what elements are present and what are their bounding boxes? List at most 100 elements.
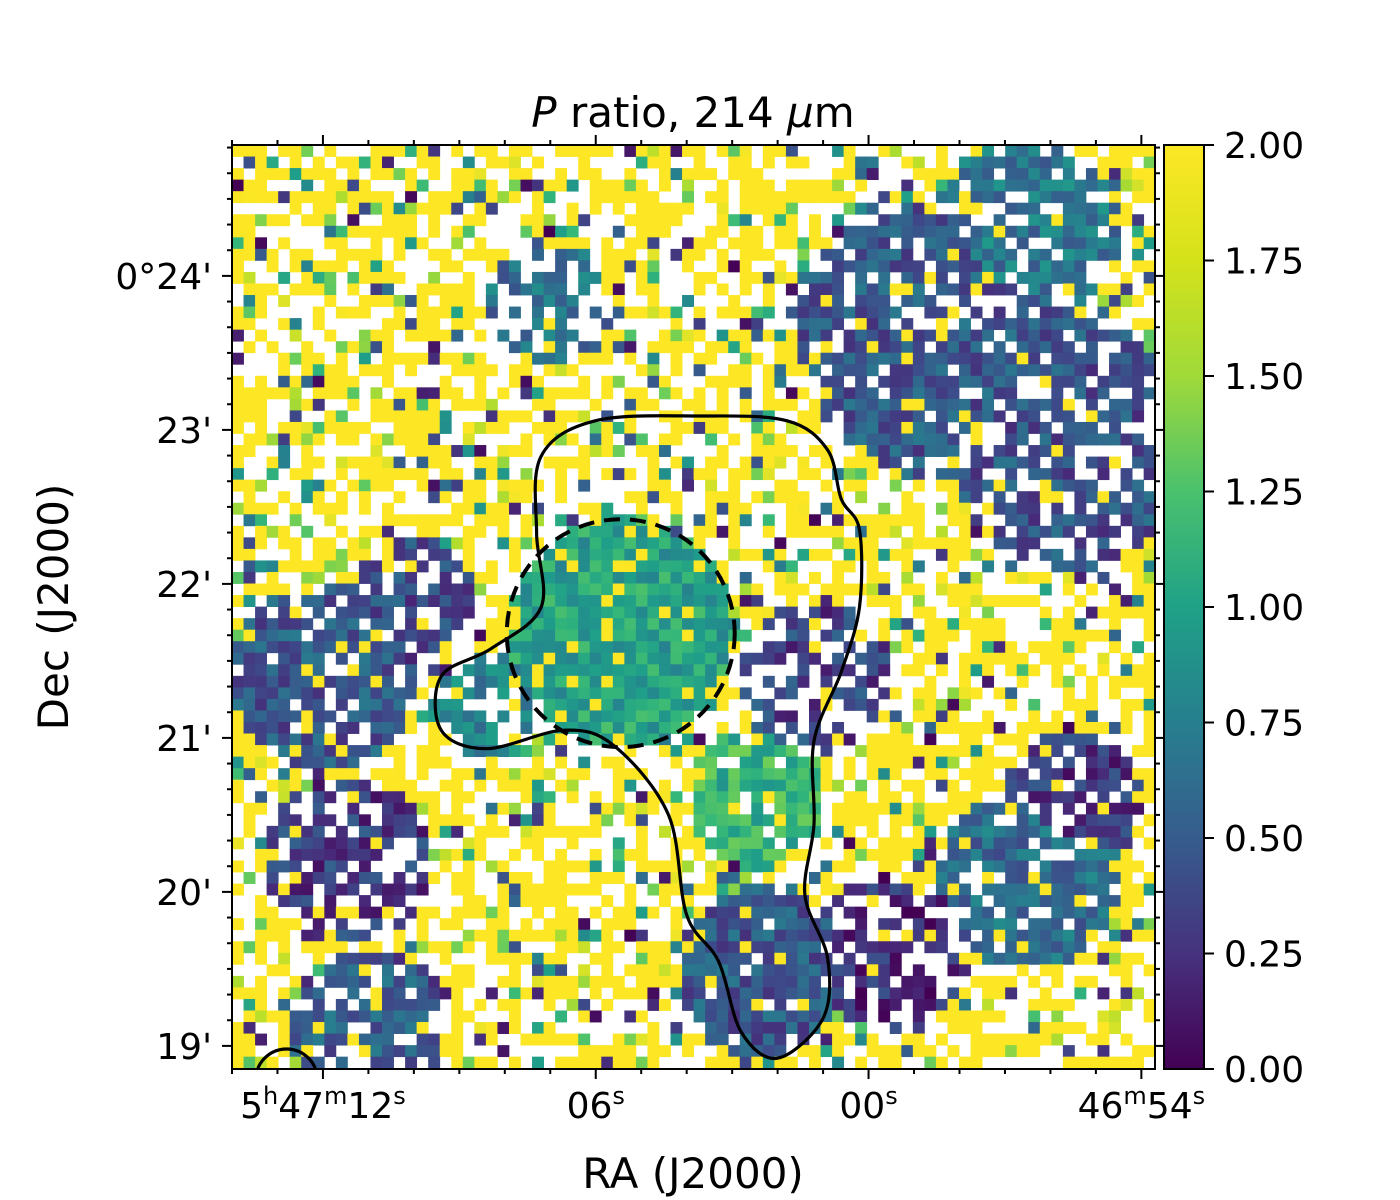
heatmap-cell bbox=[947, 756, 960, 769]
heatmap-cell bbox=[278, 791, 291, 804]
heatmap-cell bbox=[520, 583, 533, 596]
heatmap-cell bbox=[1028, 248, 1041, 261]
heatmap-cell bbox=[959, 295, 971, 307]
heatmap-cell bbox=[555, 583, 568, 596]
heatmap-cell bbox=[820, 1010, 833, 1023]
heatmap-cell bbox=[347, 537, 360, 550]
heatmap-cell bbox=[878, 191, 891, 204]
heatmap-cell bbox=[705, 168, 718, 181]
heatmap-cell bbox=[670, 860, 683, 873]
heatmap-cell bbox=[428, 906, 441, 919]
heatmap-cell bbox=[451, 202, 464, 215]
heatmap-cell bbox=[566, 456, 579, 469]
heatmap-cell bbox=[358, 745, 371, 758]
heatmap-cell bbox=[1085, 214, 1098, 227]
heatmap-cell bbox=[543, 733, 556, 746]
heatmap-cell bbox=[612, 675, 625, 688]
heatmap-cell bbox=[797, 998, 810, 1011]
heatmap-cell bbox=[889, 883, 902, 896]
heatmap-cell bbox=[485, 145, 498, 157]
heatmap-cell bbox=[809, 1056, 821, 1069]
heatmap-cell bbox=[566, 306, 579, 319]
heatmap-cell bbox=[520, 872, 533, 884]
heatmap-cell bbox=[255, 398, 268, 411]
heatmap-cell bbox=[485, 283, 498, 296]
heatmap-cell bbox=[474, 375, 487, 388]
heatmap-cell bbox=[1005, 202, 1018, 215]
heatmap-cell bbox=[832, 941, 845, 954]
heatmap-cell bbox=[485, 410, 498, 423]
heatmap-cell bbox=[301, 145, 314, 157]
heatmap-cell bbox=[959, 341, 971, 354]
heatmap-cell bbox=[809, 987, 821, 1000]
heatmap-cell bbox=[774, 202, 787, 215]
heatmap-cell bbox=[485, 1022, 498, 1034]
heatmap-cell bbox=[1085, 237, 1098, 250]
heatmap-cell bbox=[1097, 537, 1110, 550]
heatmap-cell bbox=[970, 514, 983, 527]
heatmap-cell bbox=[670, 341, 683, 354]
heatmap-cell bbox=[1143, 225, 1155, 238]
heatmap-cell bbox=[889, 1045, 902, 1058]
heatmap-cell bbox=[635, 548, 648, 561]
heatmap-cell bbox=[959, 964, 971, 977]
heatmap-cell bbox=[693, 791, 706, 804]
x-tick-label: 00s bbox=[839, 1082, 897, 1127]
heatmap-cell bbox=[589, 929, 602, 942]
heatmap-cell bbox=[970, 306, 983, 319]
heatmap-cell bbox=[508, 191, 521, 204]
heatmap-cell bbox=[232, 652, 244, 665]
heatmap-cell bbox=[624, 168, 637, 181]
heatmap-cell bbox=[520, 168, 533, 181]
heatmap-cell bbox=[612, 975, 625, 988]
heatmap-cell bbox=[555, 872, 568, 884]
heatmap-cell bbox=[335, 491, 348, 504]
heatmap-cell bbox=[358, 791, 371, 804]
heatmap-cell bbox=[1039, 918, 1052, 931]
heatmap-cell bbox=[393, 952, 406, 965]
heatmap-cell bbox=[947, 375, 960, 388]
heatmap-cell bbox=[1097, 952, 1110, 965]
heatmap-cell bbox=[1120, 675, 1133, 688]
heatmap-cell bbox=[1016, 825, 1029, 838]
heatmap-cell bbox=[1062, 283, 1075, 296]
heatmap-cell bbox=[301, 468, 314, 481]
heatmap-cell bbox=[993, 456, 1006, 469]
heatmap-cell bbox=[1016, 548, 1029, 561]
heatmap-cell bbox=[462, 491, 475, 504]
heatmap-cell bbox=[589, 883, 602, 896]
heatmap-cell bbox=[832, 525, 845, 538]
heatmap-cell bbox=[1097, 652, 1110, 665]
heatmap-cell bbox=[855, 698, 868, 711]
heatmap-cell bbox=[532, 779, 544, 792]
heatmap-cell bbox=[324, 387, 337, 400]
heatmap-cell bbox=[255, 906, 268, 919]
heatmap-cell bbox=[1028, 698, 1041, 711]
heatmap-cell bbox=[866, 560, 879, 573]
heatmap-cell bbox=[1120, 341, 1133, 354]
heatmap-cell bbox=[555, 652, 568, 665]
heatmap-cell bbox=[878, 225, 891, 238]
heatmap-cell bbox=[312, 952, 325, 965]
heatmap-cell bbox=[947, 710, 960, 723]
heatmap-cell bbox=[797, 1010, 810, 1023]
heatmap-cell bbox=[635, 814, 648, 827]
heatmap-cell bbox=[832, 491, 845, 504]
heatmap-cell bbox=[693, 525, 706, 538]
heatmap-cell bbox=[1074, 710, 1087, 723]
heatmap-cell bbox=[532, 352, 544, 365]
heatmap-cell bbox=[635, 179, 648, 192]
heatmap-cell bbox=[485, 906, 498, 919]
heatmap-cell bbox=[843, 560, 856, 573]
heatmap-cell bbox=[762, 248, 775, 261]
heatmap-cell bbox=[1005, 502, 1018, 515]
heatmap-cell bbox=[358, 998, 371, 1011]
heatmap-cell bbox=[670, 421, 683, 434]
heatmap-cell bbox=[439, 606, 452, 619]
heatmap-cell bbox=[335, 768, 348, 781]
heatmap-cell bbox=[705, 883, 718, 896]
heatmap-cell bbox=[785, 1056, 798, 1069]
heatmap-cell bbox=[1097, 756, 1110, 769]
heatmap-cell bbox=[1039, 295, 1052, 307]
